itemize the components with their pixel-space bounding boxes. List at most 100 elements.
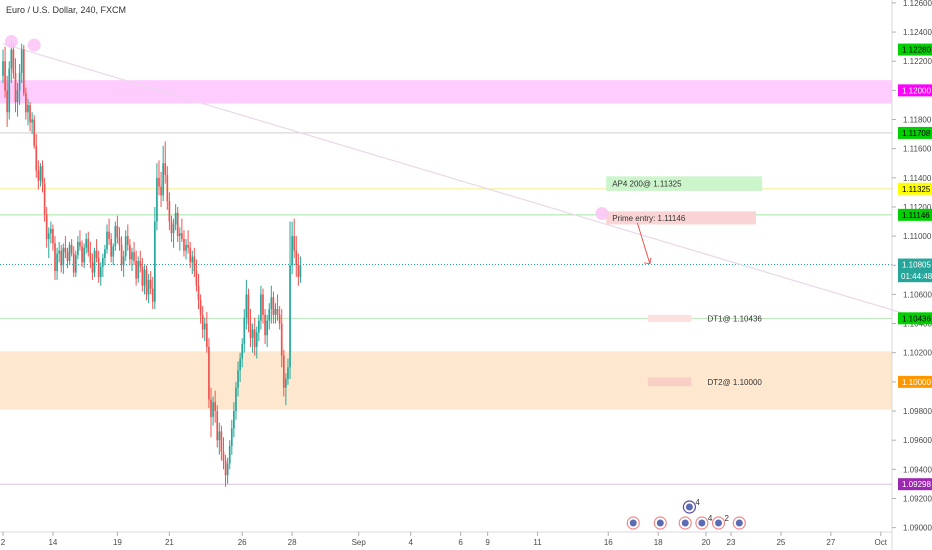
candle[interactable] — [191, 250, 194, 275]
candle[interactable] — [153, 206, 156, 309]
candle[interactable] — [110, 233, 113, 263]
candle[interactable] — [133, 241, 135, 266]
candle[interactable] — [178, 227, 181, 251]
candle[interactable] — [164, 141, 167, 184]
candle[interactable] — [66, 247, 69, 269]
candle[interactable] — [135, 250, 137, 286]
candle[interactable] — [264, 308, 266, 344]
candle[interactable] — [172, 218, 175, 248]
candle[interactable] — [282, 349, 285, 397]
candle[interactable] — [268, 303, 271, 330]
candle[interactable] — [131, 247, 133, 272]
candle[interactable] — [14, 58, 17, 113]
candle[interactable] — [255, 326, 258, 359]
candle[interactable] — [10, 42, 13, 84]
candle[interactable] — [18, 64, 21, 105]
candle[interactable] — [224, 454, 227, 487]
candle[interactable] — [145, 265, 148, 301]
candle[interactable] — [112, 243, 115, 266]
candle[interactable] — [68, 241, 71, 266]
candle[interactable] — [2, 49, 4, 84]
candle[interactable] — [85, 233, 88, 254]
candle[interactable] — [147, 274, 150, 304]
candle[interactable] — [118, 227, 121, 251]
candle[interactable] — [126, 224, 129, 251]
candle[interactable] — [104, 244, 106, 266]
candle[interactable] — [49, 221, 52, 244]
candle[interactable] — [168, 192, 171, 231]
annotation-box[interactable] — [606, 211, 756, 225]
candle[interactable] — [299, 256, 302, 283]
candle[interactable] — [233, 402, 235, 438]
candle[interactable] — [220, 425, 223, 461]
candle[interactable] — [77, 236, 79, 260]
candle[interactable] — [91, 253, 94, 280]
candle[interactable] — [70, 239, 73, 257]
candle[interactable] — [41, 160, 44, 193]
candle[interactable] — [89, 241, 92, 269]
candle[interactable] — [106, 224, 108, 254]
price-tag[interactable]: 1.10436 — [898, 312, 932, 325]
candle[interactable] — [56, 247, 58, 280]
candle[interactable] — [166, 166, 169, 210]
candle[interactable] — [39, 163, 42, 187]
candle[interactable] — [72, 246, 75, 277]
candle[interactable] — [212, 396, 214, 426]
event-icon[interactable]: 2 — [711, 514, 730, 530]
candle[interactable] — [116, 215, 119, 244]
candle[interactable] — [266, 314, 269, 347]
time-axis[interactable]: 2 14 19 21 26 28 Sep 4 6 9 11 16 18 20 23 25 27 Oct — [1, 532, 888, 547]
candle[interactable] — [22, 45, 25, 97]
candle[interactable] — [287, 358, 289, 385]
price-tag[interactable]: 1.09298 — [898, 478, 932, 491]
swing-high-marker[interactable] — [595, 207, 609, 221]
price-tag[interactable]: 1.11146 — [898, 208, 932, 221]
candle[interactable] — [295, 236, 298, 277]
candle[interactable] — [185, 239, 187, 260]
candle[interactable] — [251, 323, 254, 353]
candle[interactable] — [187, 230, 189, 254]
candle[interactable] — [58, 241, 61, 263]
price-tag[interactable]: 1.11325 — [898, 182, 932, 195]
candle[interactable] — [230, 419, 233, 455]
swing-high-marker[interactable] — [27, 38, 41, 52]
candle[interactable] — [243, 308, 246, 353]
candle[interactable] — [260, 285, 262, 330]
candle[interactable] — [189, 241, 192, 269]
candle[interactable] — [228, 440, 231, 470]
candle[interactable] — [208, 338, 210, 409]
candle[interactable] — [74, 250, 77, 277]
candle[interactable] — [235, 381, 237, 420]
candle[interactable] — [20, 43, 23, 84]
annotation-box[interactable] — [647, 314, 692, 323]
candle[interactable] — [52, 224, 54, 251]
annotation-box[interactable] — [647, 377, 692, 387]
candle[interactable] — [293, 218, 296, 258]
trendline[interactable] — [2, 43, 919, 319]
candle[interactable] — [45, 206, 48, 248]
candle[interactable] — [160, 171, 162, 207]
candle[interactable] — [64, 236, 67, 258]
price-tag[interactable]: 1.10000 — [898, 375, 932, 388]
candle[interactable] — [247, 288, 250, 333]
candle[interactable] — [257, 314, 260, 342]
candle[interactable] — [176, 206, 179, 242]
candle[interactable] — [199, 294, 202, 324]
event-icon[interactable]: 4 — [695, 514, 713, 530]
event-icon[interactable]: 4 — [682, 498, 700, 514]
candle[interactable] — [174, 204, 177, 231]
candle[interactable] — [114, 221, 117, 251]
candle[interactable] — [81, 240, 83, 267]
candle[interactable] — [124, 230, 127, 261]
candle[interactable] — [97, 250, 100, 283]
candle[interactable] — [95, 239, 98, 263]
event-icon[interactable] — [678, 516, 692, 530]
annotation-box[interactable] — [606, 176, 763, 191]
candle[interactable] — [29, 102, 31, 132]
candle[interactable] — [47, 227, 50, 258]
candle[interactable] — [25, 87, 27, 120]
candle[interactable] — [280, 308, 283, 368]
candle[interactable] — [197, 274, 200, 309]
candle[interactable] — [276, 294, 279, 321]
